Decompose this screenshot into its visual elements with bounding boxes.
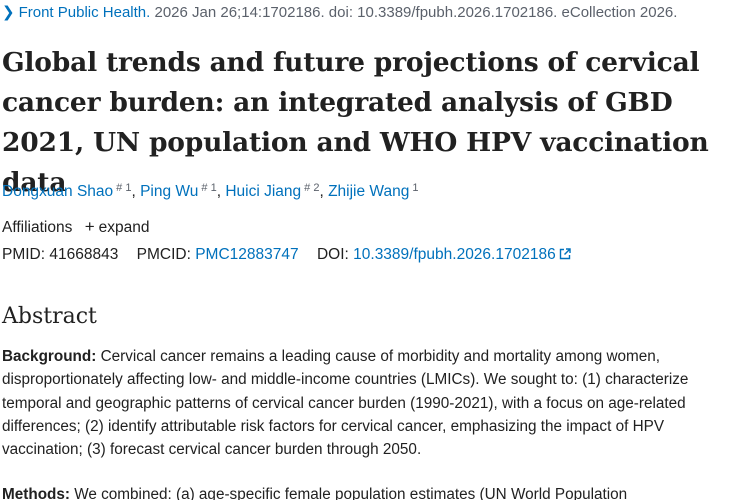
citation-line: ❯ Front Public Health. 2026 Jan 26;14:170… [2, 3, 677, 23]
chevron-right-icon[interactable]: ❯ [2, 4, 15, 21]
author-affiliation-marker[interactable]: # 1 [116, 182, 132, 194]
pmid-value: 41668843 [49, 246, 119, 263]
affiliations-row: Affiliations + expand [2, 217, 149, 238]
article-title: Global trends and future projections of … [2, 47, 709, 198]
author-link[interactable]: Ping Wu [140, 183, 199, 200]
affiliations-label: Affiliations [2, 219, 73, 236]
background-text: Cervical cancer remains a leading cause … [2, 348, 689, 459]
methods-text: We combined: (a) age-specific female pop… [69, 486, 628, 500]
journal-link[interactable]: Front Public Health. [18, 4, 151, 21]
affiliations-expand-button[interactable]: + expand [84, 217, 150, 236]
external-link-icon[interactable] [559, 248, 571, 260]
author-separator: , [319, 183, 329, 200]
pmcid-link[interactable]: PMC12883747 [195, 246, 299, 263]
author-affiliation-marker[interactable]: # 2 [304, 182, 320, 194]
background-label: Background: [2, 348, 97, 365]
abstract-background-paragraph: Background: Cervical cancer remains a le… [2, 345, 748, 461]
author-separator: , [131, 183, 141, 200]
abstract-heading: Abstract [2, 304, 97, 329]
citation-details: 2026 Jan 26;14:1702186. doi: 10.3389/fpu… [150, 4, 678, 21]
author-link[interactable]: Huici Jiang [225, 183, 302, 200]
methods-label: Methods: [2, 486, 70, 500]
abstract-methods-paragraph: Methods: We combined: (a) age-specific f… [2, 483, 748, 500]
pmcid-label: PMCID: [136, 246, 191, 263]
author-link[interactable]: Zhijie Wang [328, 183, 410, 200]
author-separator: , [216, 183, 226, 200]
expand-label: expand [98, 219, 150, 236]
doi-label: DOI: [316, 246, 349, 263]
author-link[interactable]: Dongxuan Shao [2, 183, 114, 200]
doi-link[interactable]: 10.3389/fpubh.2026.1702186 [353, 246, 556, 263]
pmid-label: PMID: [2, 246, 46, 263]
author-affiliation-marker[interactable]: 1 [412, 182, 419, 194]
plus-icon: + [84, 217, 95, 236]
author-affiliation-marker[interactable]: # 1 [201, 182, 217, 194]
identifiers-row: PMID: 41668843 PMCID: PMC12883747 DOI: 1… [2, 245, 571, 265]
author-list: Dongxuan Shao # 1, Ping Wu # 1, Huici Jian… [2, 178, 418, 202]
